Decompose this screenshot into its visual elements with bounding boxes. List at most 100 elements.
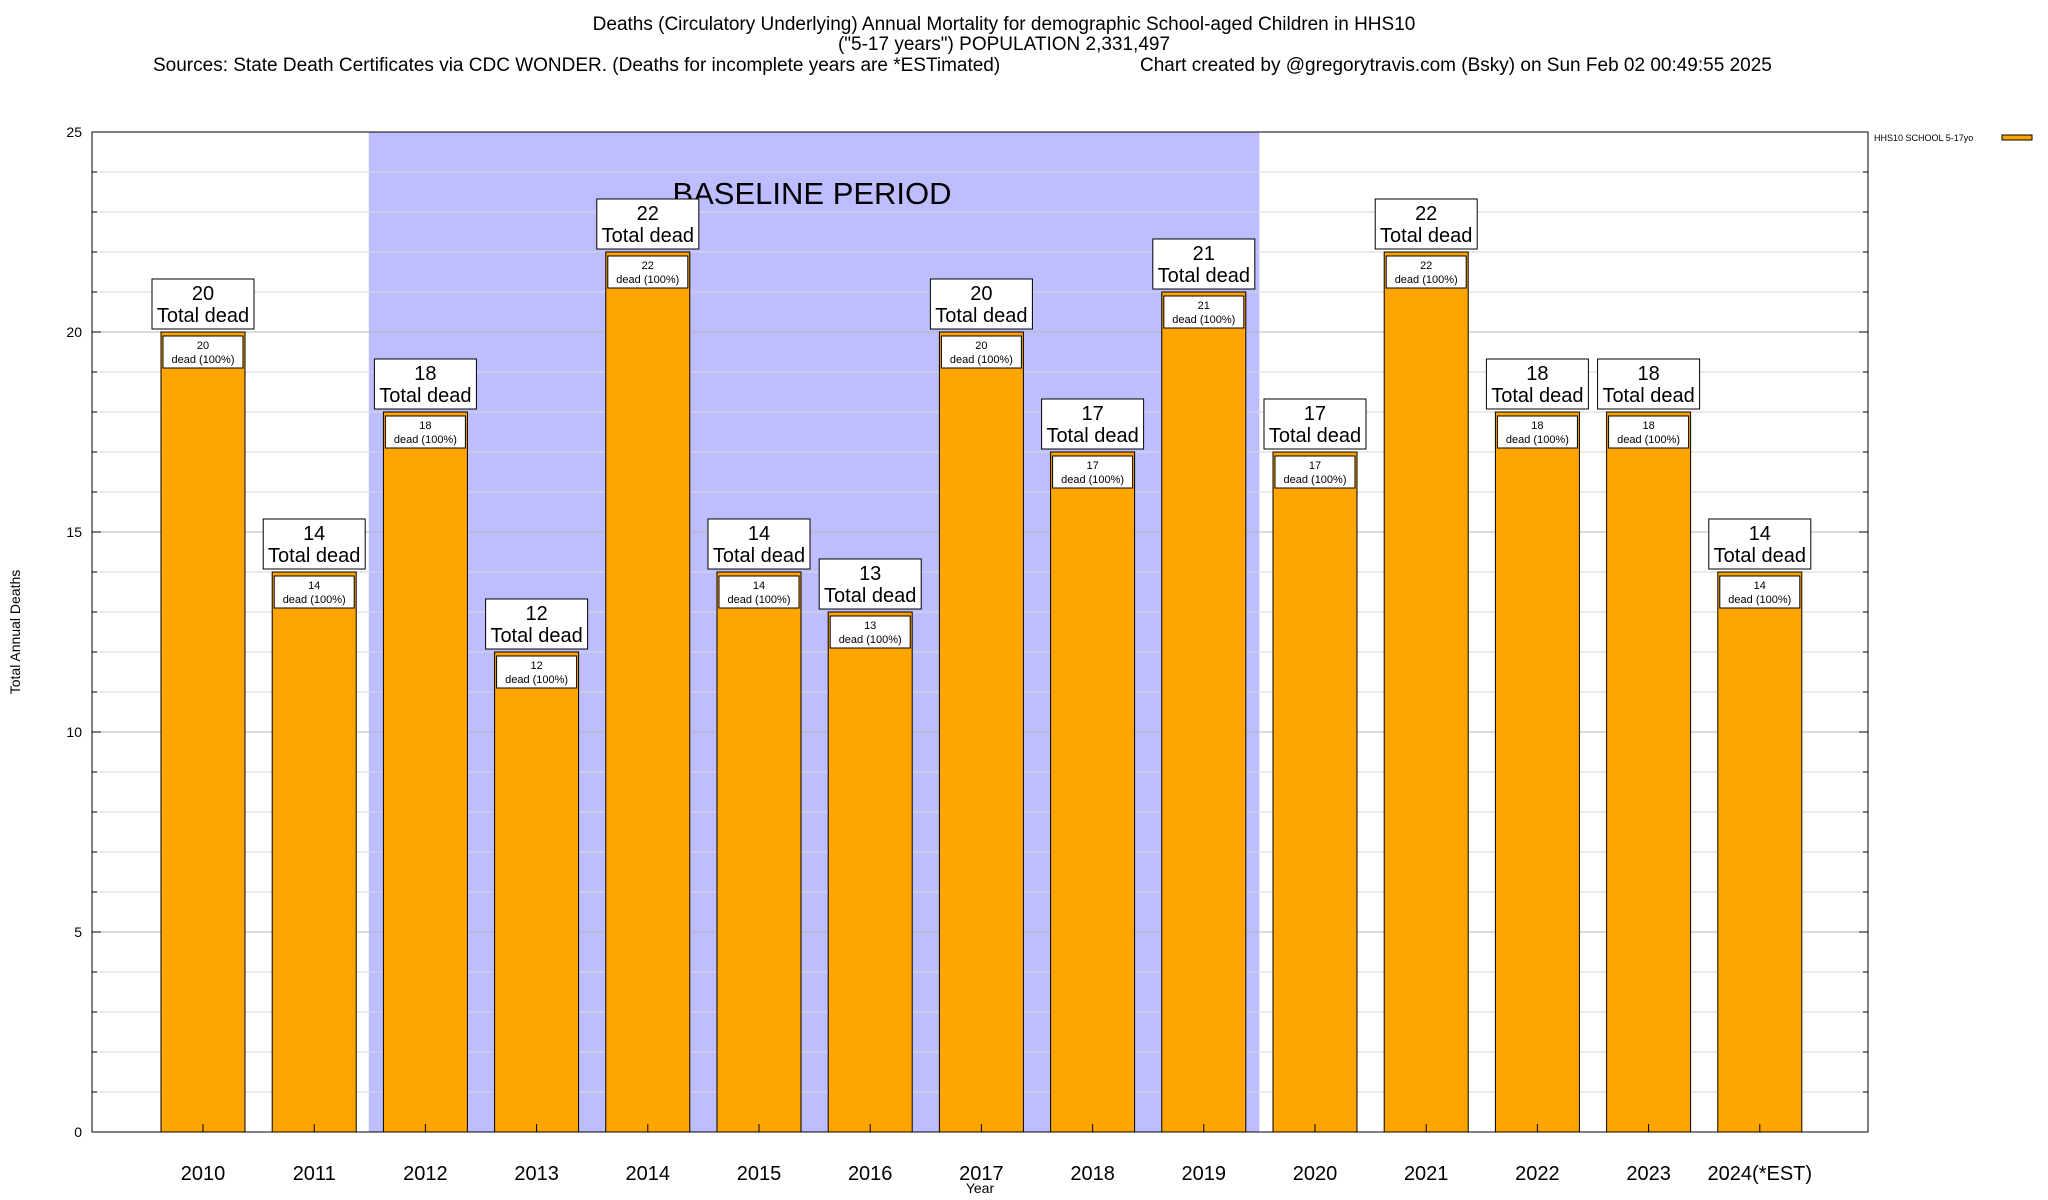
- chart-credit: Chart created by @gregorytravis.com (Bsk…: [1140, 55, 1772, 76]
- bar-total-word-label: Total dead: [1158, 265, 1250, 287]
- bar: [1383, 251, 1469, 1133]
- baseline-period-label: BASELINE PERIOD: [672, 176, 951, 211]
- bar-total-word-label: Total dead: [157, 305, 249, 327]
- bar-total-word-label: Total dead: [1269, 425, 1361, 447]
- bar-inner-percent-label: dead (100%): [1061, 474, 1124, 486]
- bar: [938, 331, 1024, 1133]
- x-axis: 2010 2011 2012 2013 2014 2015 2016 2017 2018 2019…: [181, 1124, 1812, 1185]
- chart-title-block: Deaths (Circulatory Underlying) Annual M…: [153, 14, 1772, 76]
- bar-inner-value-label: 14: [308, 580, 320, 592]
- legend: HHS10 SCHOOL 5-17yo: [1874, 133, 2033, 143]
- bar-total-label-box: [596, 198, 700, 250]
- bar-total-label-box: [262, 518, 366, 570]
- bar-inner-label-box: [162, 335, 244, 369]
- bar-inner-value-label: 17: [1309, 460, 1321, 472]
- bar-inner-percent-label: dead (100%): [1172, 314, 1235, 326]
- bar-total-value-label: 20: [970, 283, 992, 305]
- bar: [1717, 571, 1803, 1133]
- bar-total-value-label: 17: [1081, 403, 1103, 425]
- bar: [1494, 411, 1580, 1133]
- bar-total-value-label: 17: [1304, 403, 1326, 425]
- bar-inner-label-box: [940, 335, 1022, 369]
- x-tick-label: 2015: [737, 1163, 782, 1185]
- bar-inner-percent-label: dead (100%): [728, 594, 791, 606]
- bar-inner-percent-label: dead (100%): [1728, 594, 1791, 606]
- plot-frame: [91, 131, 1869, 1133]
- bar-total-word-label: Total dead: [1714, 545, 1806, 567]
- bar-total-label-box: [1708, 518, 1812, 570]
- y-tick-label: 25: [66, 124, 82, 140]
- bar: [382, 411, 468, 1133]
- bar-total-label-box: [929, 278, 1033, 330]
- bar-inner-label-box: [273, 575, 355, 609]
- y-axis-title: Total Annual Deaths: [7, 570, 23, 695]
- bar-total-value-label: 21: [1193, 243, 1215, 265]
- bar-inner-value-label: 22: [642, 260, 654, 272]
- bar-inner-value-label: 13: [864, 620, 876, 632]
- bar-total-label-box: [373, 358, 477, 410]
- bar: [1050, 451, 1136, 1133]
- chart-title: Deaths (Circulatory Underlying) Annual M…: [593, 14, 1416, 35]
- bar-inner-label-box: [1496, 415, 1578, 449]
- bar-total-word-label: Total dead: [713, 545, 805, 567]
- x-tick-label: 2011: [293, 1163, 336, 1185]
- bar-inner-value-label: 17: [1086, 460, 1098, 472]
- bar-total-value-label: 18: [1637, 363, 1659, 385]
- bar-total-word-label: Total dead: [1491, 385, 1583, 407]
- bar-inner-label-box: [718, 575, 800, 609]
- bar-inner-percent-label: dead (100%): [1284, 474, 1347, 486]
- y-tick-label: 15: [66, 524, 82, 540]
- x-tick-label: 2012: [403, 1163, 448, 1185]
- bar-total-word-label: Total dead: [602, 225, 694, 247]
- bar: [1606, 411, 1692, 1133]
- bar: [1161, 291, 1247, 1133]
- bar-inner-percent-label: dead (100%): [394, 434, 457, 446]
- bar-inner-label-box: [496, 655, 578, 689]
- bar-inner-value-label: 18: [1531, 420, 1543, 432]
- bar-total-label-box: [151, 278, 255, 330]
- x-tick-label: 2016: [848, 1163, 893, 1185]
- bar-inner-label-box: [607, 255, 689, 289]
- bar-total-word-label: Total dead: [379, 385, 471, 407]
- bar: [271, 571, 357, 1133]
- bar-inner-percent-label: dead (100%): [1617, 434, 1680, 446]
- bar-inner-percent-label: dead (100%): [616, 274, 679, 286]
- bar-total-label-box: [707, 518, 811, 570]
- bar-total-word-label: Total dead: [935, 305, 1027, 327]
- bar-inner-value-label: 14: [1754, 580, 1766, 592]
- x-tick-label: 2024(*EST): [1708, 1163, 1813, 1185]
- y-tick-label: 5: [74, 924, 82, 940]
- bar-total-word-label: Total dead: [1046, 425, 1138, 447]
- bar-inner-label-box: [1608, 415, 1690, 449]
- bar-inner-value-label: 22: [1420, 260, 1432, 272]
- bar-inner-percent-label: dead (100%): [1395, 274, 1458, 286]
- bar-inner-percent-label: dead (100%): [839, 634, 902, 646]
- bar-total-label-box: [1263, 398, 1367, 450]
- bar-inner-value-label: 20: [975, 340, 987, 352]
- y-tick-label: 20: [66, 324, 82, 340]
- bar-total-label-box: [1374, 198, 1478, 250]
- x-tick-label: 2017: [959, 1163, 1004, 1185]
- y-axis: 0 5 10 15 20 25: [66, 124, 1868, 1140]
- bar-total-label-box: [818, 558, 922, 610]
- bar-inner-label-box: [1274, 455, 1356, 489]
- bar: [160, 331, 246, 1133]
- bar-total-label-box: [1485, 358, 1589, 410]
- x-tick-label: 2014: [626, 1163, 671, 1185]
- bar-total-value-label: 14: [748, 523, 770, 545]
- bar-inner-label-box: [1163, 295, 1245, 329]
- bar-inner-label-box: [1719, 575, 1801, 609]
- bar-total-value-label: 18: [1526, 363, 1548, 385]
- legend-swatch: [2001, 134, 2033, 141]
- x-tick-label: 2010: [181, 1163, 226, 1185]
- x-tick-label: 2019: [1182, 1163, 1227, 1185]
- bar-total-word-label: Total dead: [268, 545, 360, 567]
- bar-inner-percent-label: dead (100%): [172, 354, 235, 366]
- bar-inner-value-label: 18: [419, 420, 431, 432]
- bar-inner-value-label: 21: [1198, 300, 1210, 312]
- bar-inner-percent-label: dead (100%): [950, 354, 1013, 366]
- bar-total-label-box: [1041, 398, 1145, 450]
- x-tick-label: 2023: [1626, 1163, 1671, 1185]
- legend-label: HHS10 SCHOOL 5-17yo: [1874, 133, 1973, 143]
- x-tick-label: 2020: [1293, 1163, 1338, 1185]
